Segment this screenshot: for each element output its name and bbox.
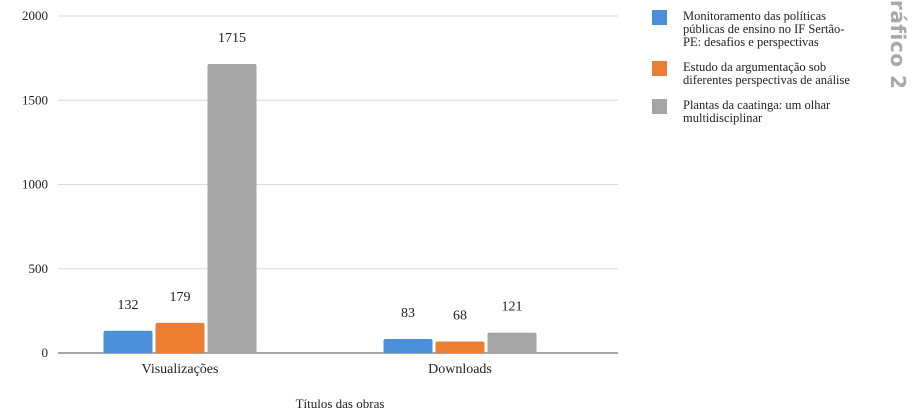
y-tick-label: 2000 [22, 8, 48, 23]
legend-swatch [652, 10, 667, 25]
bar [103, 330, 153, 353]
y-tick-label: 1000 [22, 177, 48, 192]
legend-label: Plantas da caatinga: um olhar multidisci… [683, 98, 831, 125]
legend-label: Monitoramento das políticas públicas de … [683, 9, 845, 49]
legend-item: Estudo da argumentação sob diferentes pe… [652, 61, 862, 87]
x-axis-categories: Visualizações Downloads [142, 362, 492, 377]
category-label: Visualizações [142, 362, 219, 377]
gridlines [58, 15, 618, 354]
legend-swatch [652, 99, 667, 114]
y-tick-label: 0 [42, 345, 49, 360]
bar [207, 64, 257, 354]
data-label: 68 [453, 309, 467, 324]
legend-item: Plantas da caatinga: um olhar multidisci… [652, 99, 862, 125]
legend-label: Estudo da argumentação sob diferentes pe… [683, 60, 850, 87]
y-tick-label: 1500 [22, 92, 48, 107]
legend: Monitoramento das políticas públicas de … [652, 10, 862, 137]
data-label: 179 [170, 290, 191, 305]
bar [487, 332, 537, 353]
legend-item: Monitoramento das políticas públicas de … [652, 10, 862, 49]
data-label: 121 [502, 300, 523, 315]
category-label: Downloads [428, 362, 492, 377]
bar [155, 322, 205, 353]
data-label: 132 [118, 298, 139, 313]
bars [103, 64, 537, 354]
y-axis-ticks: 0 500 1000 1500 2000 [22, 8, 48, 360]
y-tick-label: 500 [29, 261, 49, 276]
x-axis-title: Títulos das obras [295, 396, 385, 411]
data-labels: 132 179 1715 83 68 121 [118, 31, 523, 324]
data-label: 1715 [218, 31, 246, 46]
legend-swatch [652, 61, 667, 76]
bar [383, 339, 433, 353]
side-heading: ráfico 2 [886, 0, 910, 90]
data-label: 83 [401, 306, 415, 321]
bar-chart: 0 500 1000 1500 2000 132 179 1715 83 68 121 Visua… [22, 8, 618, 377]
bar [435, 341, 485, 353]
